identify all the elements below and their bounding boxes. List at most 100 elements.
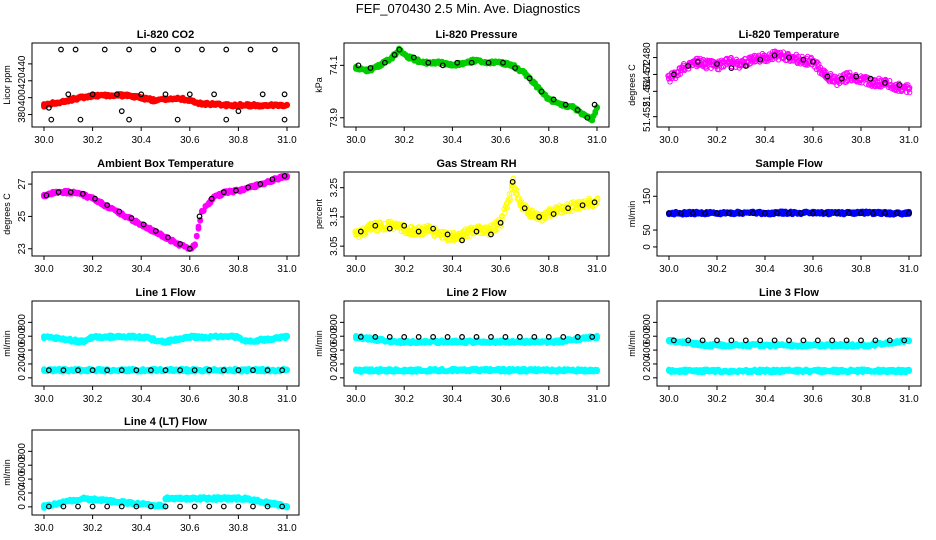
y-axis-label: kPa — [314, 77, 324, 93]
data-point — [174, 94, 181, 101]
data-point — [223, 189, 230, 196]
data-point — [89, 503, 96, 510]
data-point — [264, 503, 271, 510]
data-point — [444, 231, 451, 238]
data-point — [386, 334, 393, 340]
data-point — [838, 75, 845, 82]
data-series — [40, 494, 291, 511]
data-point — [116, 208, 123, 215]
data-series — [670, 52, 903, 88]
x-tick-label: 30.8 — [229, 394, 249, 405]
data-point — [45, 104, 52, 111]
data-point — [220, 503, 227, 510]
y-axis-label: degrees C — [627, 64, 637, 106]
data-point — [750, 210, 756, 217]
data-point — [357, 334, 364, 340]
data-point — [235, 102, 242, 109]
y-tick-label: 800 — [17, 443, 28, 460]
data-point — [870, 210, 876, 217]
data-point — [220, 189, 227, 196]
data-point — [65, 189, 72, 196]
data-point — [284, 173, 291, 180]
plot-area — [665, 208, 912, 218]
data-point — [259, 181, 266, 188]
data-point — [259, 91, 266, 98]
data-series — [353, 332, 600, 347]
data-point — [521, 205, 528, 212]
data-point — [126, 215, 133, 222]
plot-area — [40, 46, 291, 123]
data-point — [177, 367, 183, 374]
data-point — [589, 117, 596, 124]
data-point — [473, 367, 480, 374]
data-point — [357, 228, 364, 235]
data-point — [247, 184, 254, 191]
data-point — [386, 225, 393, 232]
data-point — [516, 199, 523, 206]
data-point — [401, 225, 408, 232]
data-series — [355, 46, 598, 121]
data-point — [79, 338, 86, 345]
data-point — [670, 337, 677, 344]
y-tick-label: 600 — [17, 456, 28, 473]
data-point — [162, 503, 169, 510]
data-point — [162, 367, 169, 374]
data-point — [104, 367, 111, 374]
data-point — [372, 222, 379, 229]
data-point — [353, 367, 360, 374]
data-point — [362, 231, 369, 237]
y-tick-label: 51.472 — [642, 59, 653, 90]
data-point — [459, 237, 465, 244]
data-point — [138, 91, 145, 98]
data-point — [118, 503, 125, 510]
data-point — [497, 219, 504, 226]
data-point — [271, 102, 278, 109]
data-point — [843, 337, 850, 344]
data-point — [162, 338, 169, 345]
data-point — [761, 54, 768, 61]
plot-frame — [343, 171, 610, 257]
data-point — [162, 495, 169, 502]
data-series — [40, 173, 291, 252]
data-point — [509, 178, 516, 185]
data-point — [829, 337, 836, 344]
data-point — [113, 208, 120, 215]
y-tick-label: 200 — [329, 355, 340, 372]
y-tick-label: 25 — [17, 210, 28, 222]
data-point — [353, 231, 360, 238]
data-point — [574, 106, 581, 113]
data-point — [89, 91, 96, 98]
data-point — [186, 98, 193, 105]
x-tick-label: 31.0 — [587, 135, 607, 146]
data-point — [694, 58, 701, 65]
y-tick-label: 3.05 — [329, 236, 340, 256]
data-point — [174, 240, 181, 247]
data-point — [391, 338, 398, 345]
data-point — [521, 70, 528, 77]
y-tick-label: 200 — [17, 484, 28, 501]
y-tick-label: 400 — [17, 341, 28, 358]
data-point — [728, 337, 735, 344]
data-point — [832, 73, 838, 80]
data-point — [531, 334, 538, 340]
data-point — [55, 189, 62, 196]
plot-frame — [31, 300, 300, 387]
y-axis-label: percent — [314, 198, 324, 229]
data-point — [584, 114, 591, 121]
data-point — [488, 334, 494, 340]
y-axis-label: degrees C — [2, 193, 12, 235]
data-point — [77, 190, 84, 197]
data-point — [500, 59, 506, 66]
data-point — [415, 334, 422, 340]
x-tick-label: 31.0 — [899, 135, 919, 146]
data-point — [497, 222, 504, 228]
chart-title: Li-820 CO2 — [137, 29, 194, 41]
data-point — [133, 367, 140, 374]
data-point — [89, 367, 96, 374]
data-point — [773, 52, 780, 59]
data-point — [53, 99, 60, 106]
data-point — [714, 337, 720, 344]
x-tick-label: 30.4 — [755, 394, 775, 405]
data-point — [545, 334, 552, 340]
data-point — [906, 210, 912, 217]
